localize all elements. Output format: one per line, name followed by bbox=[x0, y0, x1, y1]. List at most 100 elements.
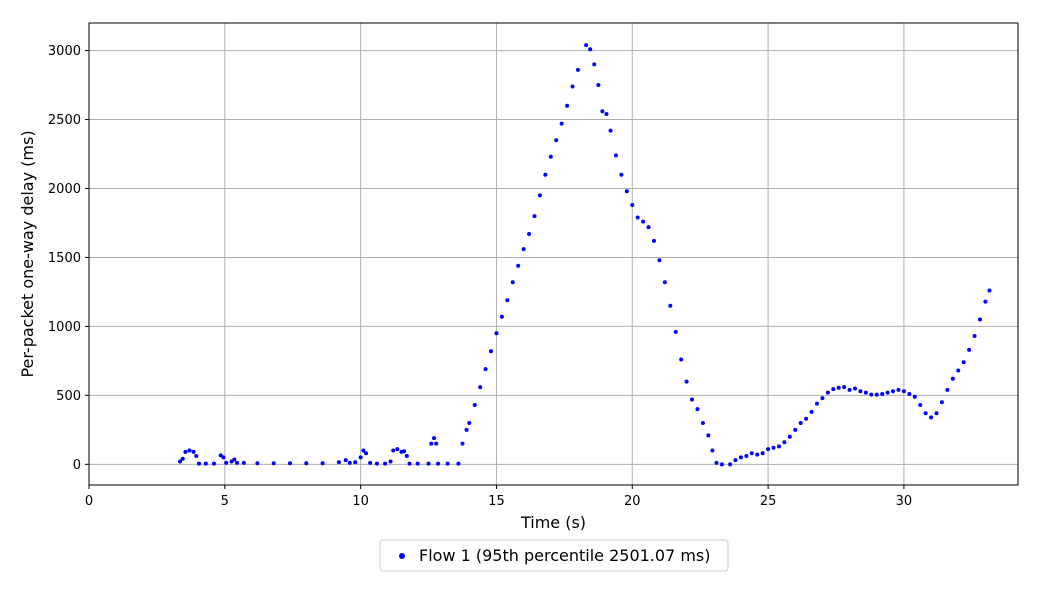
data-point bbox=[782, 440, 787, 445]
data-point bbox=[987, 288, 992, 293]
y-tick-label: 0 bbox=[73, 458, 81, 473]
grid bbox=[88, 23, 1018, 485]
data-point bbox=[391, 448, 396, 453]
data-point bbox=[798, 420, 803, 425]
data-point bbox=[191, 449, 196, 454]
data-point bbox=[434, 441, 439, 446]
data-point bbox=[809, 409, 814, 414]
data-point bbox=[706, 433, 711, 438]
data-point bbox=[527, 232, 532, 237]
data-point bbox=[241, 460, 246, 465]
y-tick-label: 3000 bbox=[48, 44, 81, 59]
data-point bbox=[668, 303, 673, 308]
data-point bbox=[464, 427, 469, 432]
data-point bbox=[825, 390, 830, 395]
legend-entry-flow-1: Flow 1 (95th percentile 2501.07 ms) bbox=[419, 546, 711, 565]
data-point bbox=[641, 219, 646, 224]
data-point bbox=[374, 461, 379, 466]
data-point bbox=[532, 214, 537, 219]
series-flow-1 bbox=[177, 43, 992, 467]
ticks: 0 5 10 15 20 25 30 0 500 1000 1500 2000 2500 3000 bbox=[48, 44, 912, 509]
data-point bbox=[548, 154, 553, 159]
data-point bbox=[749, 451, 754, 456]
series-layer bbox=[177, 43, 992, 467]
data-point bbox=[489, 349, 494, 354]
data-point bbox=[361, 448, 366, 453]
data-point bbox=[787, 434, 792, 439]
data-point bbox=[543, 172, 548, 177]
data-point bbox=[431, 436, 436, 441]
data-point bbox=[288, 461, 293, 466]
x-tick-label: 10 bbox=[352, 494, 369, 509]
data-point bbox=[510, 280, 515, 285]
data-point bbox=[755, 452, 760, 457]
data-point bbox=[619, 172, 624, 177]
data-point bbox=[977, 317, 982, 322]
data-point bbox=[570, 84, 575, 89]
data-point bbox=[343, 458, 348, 463]
data-point bbox=[211, 461, 216, 466]
data-point bbox=[467, 420, 472, 425]
data-point bbox=[939, 400, 944, 405]
data-point bbox=[793, 427, 798, 432]
data-point bbox=[885, 390, 890, 395]
data-point bbox=[407, 461, 412, 466]
data-point bbox=[588, 47, 593, 52]
y-tick-label: 2500 bbox=[48, 113, 81, 128]
data-point bbox=[187, 448, 192, 453]
data-point bbox=[662, 280, 667, 285]
data-point bbox=[177, 459, 182, 464]
y-tick-label: 500 bbox=[56, 389, 81, 404]
data-point bbox=[460, 441, 465, 446]
data-point bbox=[912, 394, 917, 399]
data-point bbox=[714, 460, 719, 465]
data-point bbox=[584, 43, 589, 48]
data-point bbox=[842, 385, 847, 390]
data-point bbox=[596, 83, 601, 88]
data-point bbox=[320, 461, 325, 466]
data-point bbox=[967, 347, 972, 352]
data-point bbox=[364, 451, 369, 456]
data-point bbox=[404, 454, 409, 459]
data-point bbox=[744, 454, 749, 459]
plot-frame bbox=[88, 22, 1019, 486]
data-point bbox=[972, 334, 977, 339]
data-point bbox=[521, 247, 526, 252]
x-tick-label: 15 bbox=[488, 494, 505, 509]
data-point bbox=[945, 387, 950, 392]
data-point bbox=[690, 397, 695, 402]
data-point bbox=[766, 447, 771, 452]
data-point bbox=[436, 461, 441, 466]
data-point bbox=[483, 367, 488, 372]
data-point bbox=[847, 387, 852, 392]
data-point bbox=[445, 461, 450, 466]
data-point bbox=[554, 138, 559, 143]
data-point bbox=[700, 420, 705, 425]
data-point bbox=[604, 112, 609, 117]
data-point bbox=[760, 451, 765, 456]
data-point bbox=[353, 460, 358, 465]
data-point bbox=[918, 403, 923, 408]
data-point bbox=[336, 460, 341, 465]
y-tick-label: 2000 bbox=[48, 182, 81, 197]
data-point bbox=[874, 392, 879, 397]
data-point bbox=[456, 461, 461, 466]
data-point bbox=[719, 462, 724, 467]
data-point bbox=[232, 457, 237, 462]
data-point bbox=[738, 455, 743, 460]
data-point bbox=[961, 360, 966, 365]
data-point bbox=[304, 461, 309, 466]
data-point bbox=[383, 461, 388, 466]
legend-box bbox=[379, 539, 729, 572]
data-point bbox=[347, 460, 352, 465]
data-point bbox=[733, 458, 738, 463]
data-point bbox=[956, 368, 961, 373]
data-point bbox=[537, 193, 542, 198]
data-point bbox=[907, 391, 912, 396]
data-point bbox=[592, 62, 597, 67]
legend: Flow 1 (95th percentile 2501.07 ms) bbox=[379, 539, 729, 572]
data-point bbox=[505, 298, 510, 303]
data-point bbox=[180, 456, 185, 461]
data-point bbox=[559, 121, 564, 126]
